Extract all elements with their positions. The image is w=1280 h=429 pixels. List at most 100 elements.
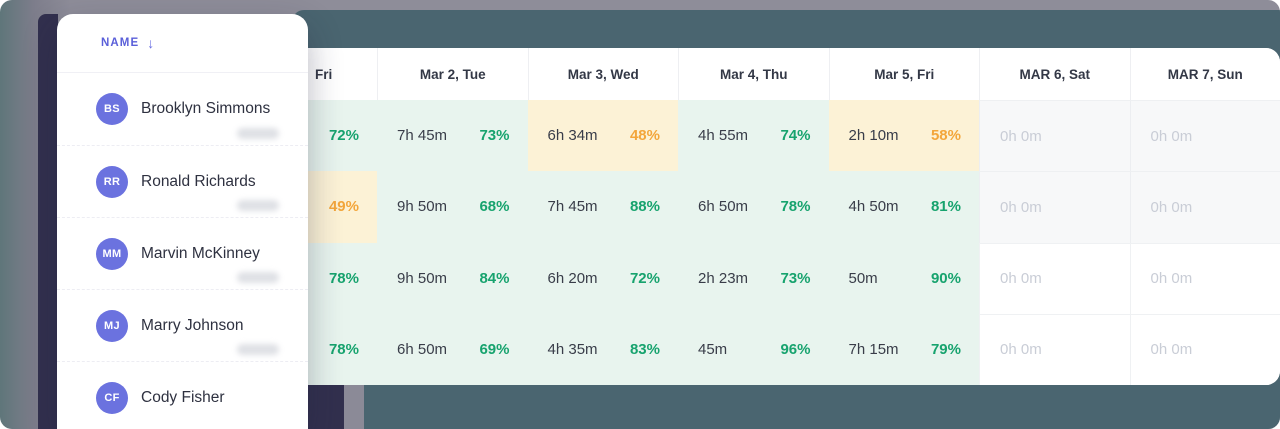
utilization-percent: 73% [479,127,510,145]
column-header-day1[interactable]: Fri [308,48,377,100]
utilization-percent: 78% [328,340,359,358]
avatar: CF [96,381,128,414]
utilization-percent: 78% [780,198,811,216]
utilization-percent: 84% [479,269,510,287]
utilization-percent: 48% [629,127,660,145]
timesheet-cell[interactable]: 7h 45m 88% [527,171,678,243]
blurred-entry-placeholder [237,272,279,283]
column-header-day2[interactable]: Mar 2, Tue [377,48,528,100]
tracked-time: 2h 23m [698,269,749,287]
utilization-percent: 72% [629,269,660,287]
member-row[interactable]: MM Marvin McKinney [57,217,308,289]
utilization-percent: 74% [780,127,811,145]
timesheet-cell[interactable]: 2h 10m 58% [828,100,979,172]
utilization-percent: 88% [629,198,660,216]
timesheet-cell-empty[interactable]: 0h 0m [1129,100,1280,172]
member-row[interactable]: RR Ronald Richards [57,145,308,217]
timesheet-cell-empty[interactable]: 0h 0m [1129,171,1280,243]
member-name: Cody Fisher [141,388,225,406]
tracked-time: 7h 45m [547,198,598,216]
avatar: MM [96,237,128,270]
timesheet-cell[interactable]: 2h 23m 73% [678,242,829,314]
timesheet-cell[interactable]: 78% [308,313,377,385]
utilization-percent: 69% [479,340,510,358]
column-header-day7[interactable]: MAR 7, Sun [1129,48,1280,100]
column-header-day3[interactable]: Mar 3, Wed [527,48,678,100]
utilization-percent: 78% [328,269,359,287]
blurred-entry-placeholder [237,200,279,211]
member-name: Marvin McKinney [141,244,260,262]
timesheet-cell-empty[interactable]: 0h 0m [979,313,1130,385]
utilization-percent: 90% [930,269,961,287]
tracked-time: 6h 50m [698,198,749,216]
member-row[interactable]: CF Cody Fisher [57,361,308,429]
timesheet-cell[interactable]: 4h 50m 81% [828,171,979,243]
tracked-time: 4h 35m [547,340,598,358]
tracked-time: 9h 50m [397,198,448,216]
tracked-time: 7h 15m [848,340,899,358]
timesheet-cell-empty[interactable]: 0h 0m [979,100,1130,172]
timesheet-cell[interactable]: 45m 96% [678,313,829,385]
member-name: Brooklyn Simmons [141,100,271,117]
name-column-header: NAME ↓ [57,14,308,73]
timesheet-cell[interactable]: 78% [308,242,377,314]
column-header-day6[interactable]: MAR 6, Sat [979,48,1130,100]
member-row[interactable]: MJ Marry Johnson [57,289,308,361]
tracked-time: 0h 0m [1150,270,1193,288]
tracked-time: 6h 34m [547,127,598,145]
timesheet-cell[interactable]: 49% [308,171,377,243]
tracked-time: 7h 45m [397,127,448,145]
member-name: Marry Johnson [141,316,244,334]
tracked-time: 0h 0m [1000,198,1042,216]
timesheet-cell[interactable]: 9h 50m 84% [377,242,528,314]
member-row[interactable]: BS Brooklyn Simmons [57,73,308,145]
tracked-time: 0h 0m [1000,270,1042,288]
timesheet-cell[interactable]: 50m 90% [828,242,979,314]
tracked-time: 0h 0m [1000,127,1042,145]
tracked-time: 4h 55m [698,127,749,145]
timesheet-cell[interactable]: 6h 34m 48% [527,100,678,172]
tracked-time: 0h 0m [1150,127,1193,145]
name-column-card: NAME ↓ BS Brooklyn Simmons RR Ronald Ric… [57,14,308,429]
avatar: RR [96,165,128,198]
timesheet-cell[interactable]: 6h 50m 78% [678,171,829,243]
timesheet-cell[interactable]: 6h 50m 69% [377,313,528,385]
timesheet-cell[interactable]: 9h 50m 68% [377,171,528,243]
tracked-time: 0h 0m [1000,341,1042,359]
timesheet-cell-empty[interactable]: 0h 0m [1129,313,1280,385]
utilization-percent: 58% [930,127,961,145]
column-header-day4[interactable]: Mar 4, Thu [678,48,829,100]
blurred-entry-placeholder [237,344,279,355]
name-column-label: NAME [101,37,140,49]
tracked-time: 4h 50m [848,198,899,216]
avatar: MJ [96,309,128,342]
tracked-time: 2h 10m [848,127,899,145]
timesheet-cell[interactable]: 7h 45m 73% [377,100,528,172]
gray-deco-patch [344,385,364,429]
timesheet-cell[interactable]: 72% [308,100,377,172]
navy-deco-patch [306,385,344,429]
timesheet-cell-empty[interactable]: 0h 0m [979,171,1130,243]
timesheet-cell[interactable]: 4h 55m 74% [678,100,829,172]
tracked-time: 6h 50m [397,340,448,358]
column-header-day5[interactable]: Mar 5, Fri [828,48,979,100]
utilization-percent: 72% [328,127,359,145]
navy-deco-strip [38,14,58,429]
tracked-time: 50m [848,269,878,287]
member-name: Ronald Richards [141,172,256,190]
timesheet-cell[interactable]: 6h 20m 72% [527,242,678,314]
timesheet-cell[interactable]: 7h 15m 79% [828,313,979,385]
sort-arrow-down-icon[interactable]: ↓ [147,35,155,51]
tracked-time: 9h 50m [397,269,448,287]
timesheet-cell[interactable]: 4h 35m 83% [527,313,678,385]
avatar: BS [96,93,128,125]
timesheet-cell-empty[interactable]: 0h 0m [1129,242,1280,314]
utilization-percent: 68% [479,198,510,216]
blurred-entry-placeholder [237,128,279,139]
tracked-time: 0h 0m [1150,198,1193,216]
utilization-percent: 49% [328,198,359,216]
timesheet-cell-empty[interactable]: 0h 0m [979,242,1130,314]
utilization-percent: 96% [780,340,811,358]
utilization-percent: 81% [930,198,961,216]
